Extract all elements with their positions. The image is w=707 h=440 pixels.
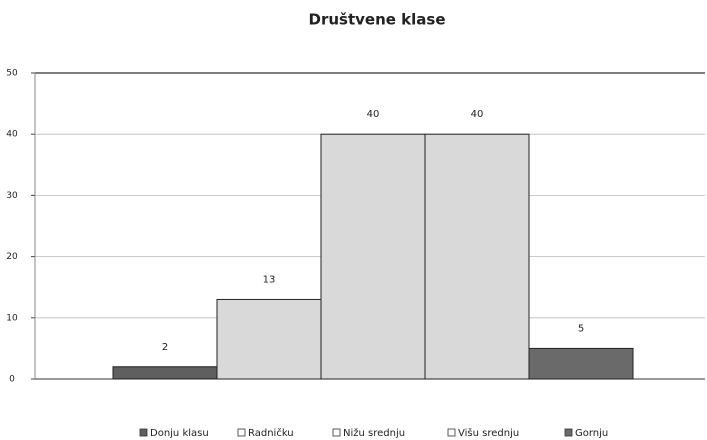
legend-swatch <box>564 428 573 437</box>
data-label: 2 <box>162 342 168 353</box>
chart-title: Društvene klase <box>309 11 446 29</box>
legend-swatch <box>447 428 456 437</box>
bar <box>528 347 634 380</box>
legend-swatch <box>237 428 246 437</box>
bar <box>216 298 322 380</box>
legend-label: Višu srednju <box>458 427 519 439</box>
legend-label: Donju klasu <box>150 428 209 439</box>
bar <box>320 133 426 380</box>
legend-swatch <box>332 428 341 437</box>
y-tick-label: 50 <box>6 69 18 79</box>
y-tick-label: 40 <box>6 130 18 140</box>
bar <box>112 366 218 380</box>
legend-label: Radničku <box>248 427 294 439</box>
data-label: 40 <box>367 109 380 120</box>
data-label: 5 <box>578 323 584 334</box>
bar <box>424 133 530 380</box>
y-tick-label: 10 <box>6 313 18 323</box>
data-label: 13 <box>263 274 276 285</box>
y-tick-label: 30 <box>6 191 18 201</box>
y-tick-label: 0 <box>9 375 15 385</box>
legend-label: Gornju <box>575 428 608 439</box>
y-tick-label: 20 <box>6 252 18 262</box>
legend-label: Nižu srednju <box>343 427 405 439</box>
legend-swatch <box>139 428 148 437</box>
data-label: 40 <box>471 109 484 120</box>
